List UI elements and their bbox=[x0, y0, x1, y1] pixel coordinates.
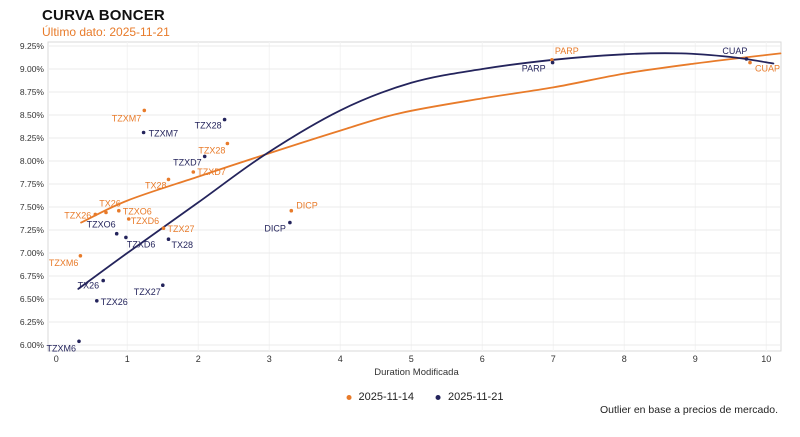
point-label-cuap: CUAP bbox=[722, 46, 747, 56]
x-tick-label: 10 bbox=[761, 354, 771, 364]
y-tick-label: 6.50% bbox=[20, 294, 45, 304]
fitted-curve-2025-11-21 bbox=[77, 52, 775, 290]
x-tick-label: 9 bbox=[693, 354, 698, 364]
y-tick-label: 8.75% bbox=[20, 87, 45, 97]
data-point-dicp-2025-11-14[interactable] bbox=[289, 208, 294, 213]
page-subtitle: Último dato: 2025-11-21 bbox=[42, 25, 170, 39]
point-label-tzx27: TZX27 bbox=[168, 224, 195, 234]
data-point-tzx27-2025-11-21[interactable] bbox=[161, 283, 165, 288]
data-point-tzx28-2025-11-14[interactable] bbox=[225, 141, 230, 146]
data-point-tx28-2025-11-14[interactable] bbox=[166, 177, 171, 182]
data-point-cuap-2025-11-21[interactable] bbox=[744, 57, 749, 61]
x-tick-label: 8 bbox=[622, 354, 627, 364]
data-point-tzx28-2025-11-21[interactable] bbox=[222, 117, 227, 122]
point-label-tzxm7: TZXM7 bbox=[149, 129, 179, 139]
point-label-tzxo6: TZXO6 bbox=[123, 207, 152, 217]
point-label-tx28: TX28 bbox=[145, 180, 167, 190]
point-label-parp: PARP bbox=[522, 64, 546, 74]
x-tick-label: 0 bbox=[54, 354, 59, 364]
x-tick-label: 6 bbox=[480, 354, 485, 364]
point-label-tx28: TX28 bbox=[172, 240, 194, 250]
point-label-tzxm7: TZXM7 bbox=[112, 113, 142, 123]
x-tick-label: 3 bbox=[267, 354, 272, 364]
y-tick-label: 7.25% bbox=[20, 225, 45, 235]
y-tick-label: 7.50% bbox=[20, 202, 45, 212]
point-label-tzxm6: TZXM6 bbox=[46, 343, 76, 353]
point-label-tzxd6: TZXD6 bbox=[127, 239, 156, 249]
point-label-tzx26: TZX26 bbox=[64, 210, 91, 220]
data-point-cuap-2025-11-14[interactable] bbox=[748, 60, 752, 65]
x-tick-label: 5 bbox=[409, 354, 414, 364]
data-point-tx26-2025-11-21[interactable] bbox=[101, 278, 105, 283]
y-tick-label: 9.00% bbox=[20, 64, 45, 74]
y-tick-label: 6.25% bbox=[20, 317, 45, 327]
y-tick-label: 8.25% bbox=[20, 133, 45, 143]
legend-marker-navy-icon bbox=[436, 394, 441, 400]
point-label-tzx28: TZX28 bbox=[198, 146, 225, 156]
data-point-tzxo6-2025-11-21[interactable] bbox=[114, 231, 119, 236]
y-tick-label: 8.50% bbox=[20, 110, 45, 120]
point-label-cuap: CUAP bbox=[755, 64, 780, 74]
x-axis-title: Duration Modificada bbox=[374, 367, 459, 378]
point-label-tzxd7: TZXD7 bbox=[197, 167, 226, 177]
data-point-tzxm6-2025-11-21[interactable] bbox=[77, 339, 81, 344]
point-label-tzx28: TZX28 bbox=[195, 121, 222, 131]
plot-area bbox=[47, 41, 782, 352]
data-point-tzxo6-2025-11-14[interactable] bbox=[117, 208, 121, 213]
point-label-tzxd7: TZXD7 bbox=[173, 157, 202, 167]
x-tick-label: 1 bbox=[125, 354, 130, 364]
data-point-tzxm7-2025-11-21[interactable] bbox=[141, 130, 146, 135]
point-label-dicp: DICP bbox=[264, 224, 286, 234]
point-label-tzx27: TZX27 bbox=[134, 287, 161, 297]
point-label-tx26: TX26 bbox=[99, 199, 121, 209]
data-point-tx28-2025-11-21[interactable] bbox=[166, 237, 171, 241]
data-point-tzxm6-2025-11-14[interactable] bbox=[78, 254, 83, 258]
y-tick-label: 9.25% bbox=[20, 41, 45, 51]
data-point-tzxd6-2025-11-14[interactable] bbox=[126, 217, 131, 221]
y-tick-label: 7.75% bbox=[20, 179, 45, 189]
point-label-tzxo6: TZXO6 bbox=[87, 220, 116, 230]
y-tick-label: 7.00% bbox=[20, 248, 45, 258]
outlier-footnote: Outlier en base a precios de mercado. bbox=[599, 404, 778, 416]
data-point-tzxd7-2025-11-14[interactable] bbox=[191, 170, 196, 174]
data-point-tzxd7-2025-11-21[interactable] bbox=[202, 154, 207, 159]
legend-marker-orange-icon bbox=[346, 394, 352, 400]
point-label-dicp: DICP bbox=[296, 201, 318, 211]
data-point-parp-2025-11-21[interactable] bbox=[550, 60, 555, 65]
page-title: CURVA BONCER bbox=[42, 7, 165, 24]
data-point-tzx26-2025-11-14[interactable] bbox=[93, 212, 98, 217]
x-tick-label: 2 bbox=[196, 354, 201, 364]
legend-label: 2025-11-21 bbox=[448, 391, 504, 403]
point-label-tzxd6: TZXD6 bbox=[131, 216, 160, 226]
fitted-curve-2025-11-14 bbox=[80, 52, 782, 224]
point-label-tzxm6: TZXM6 bbox=[49, 258, 79, 268]
legend-label: 2025-11-14 bbox=[358, 391, 414, 403]
legend-item-2025-11-14[interactable]: 2025-11-14 bbox=[346, 391, 414, 403]
data-point-tx26-2025-11-14[interactable] bbox=[104, 210, 108, 215]
data-point-tzxd6-2025-11-21[interactable] bbox=[124, 235, 128, 240]
point-label-tzx26: TZX26 bbox=[101, 297, 128, 307]
data-point-parp-2025-11-14[interactable] bbox=[550, 58, 554, 62]
data-point-tzx27-2025-11-14[interactable] bbox=[161, 226, 166, 230]
legend-item-2025-11-21[interactable]: 2025-11-21 bbox=[436, 391, 503, 403]
y-tick-label: 8.00% bbox=[20, 156, 45, 166]
data-point-tzx26-2025-11-21[interactable] bbox=[95, 299, 99, 303]
y-tick-label: 6.00% bbox=[20, 340, 45, 350]
point-label-tx26: TX26 bbox=[78, 281, 100, 291]
data-point-dicp-2025-11-21[interactable] bbox=[288, 220, 292, 225]
x-tick-label: 4 bbox=[338, 354, 343, 364]
x-tick-label: 7 bbox=[551, 354, 556, 364]
data-point-tzxm7-2025-11-14[interactable] bbox=[142, 108, 147, 113]
chart-legend: 2025-11-14 2025-11-21 bbox=[346, 391, 503, 403]
y-tick-label: 6.75% bbox=[20, 271, 45, 281]
point-label-parp: PARP bbox=[555, 46, 579, 56]
